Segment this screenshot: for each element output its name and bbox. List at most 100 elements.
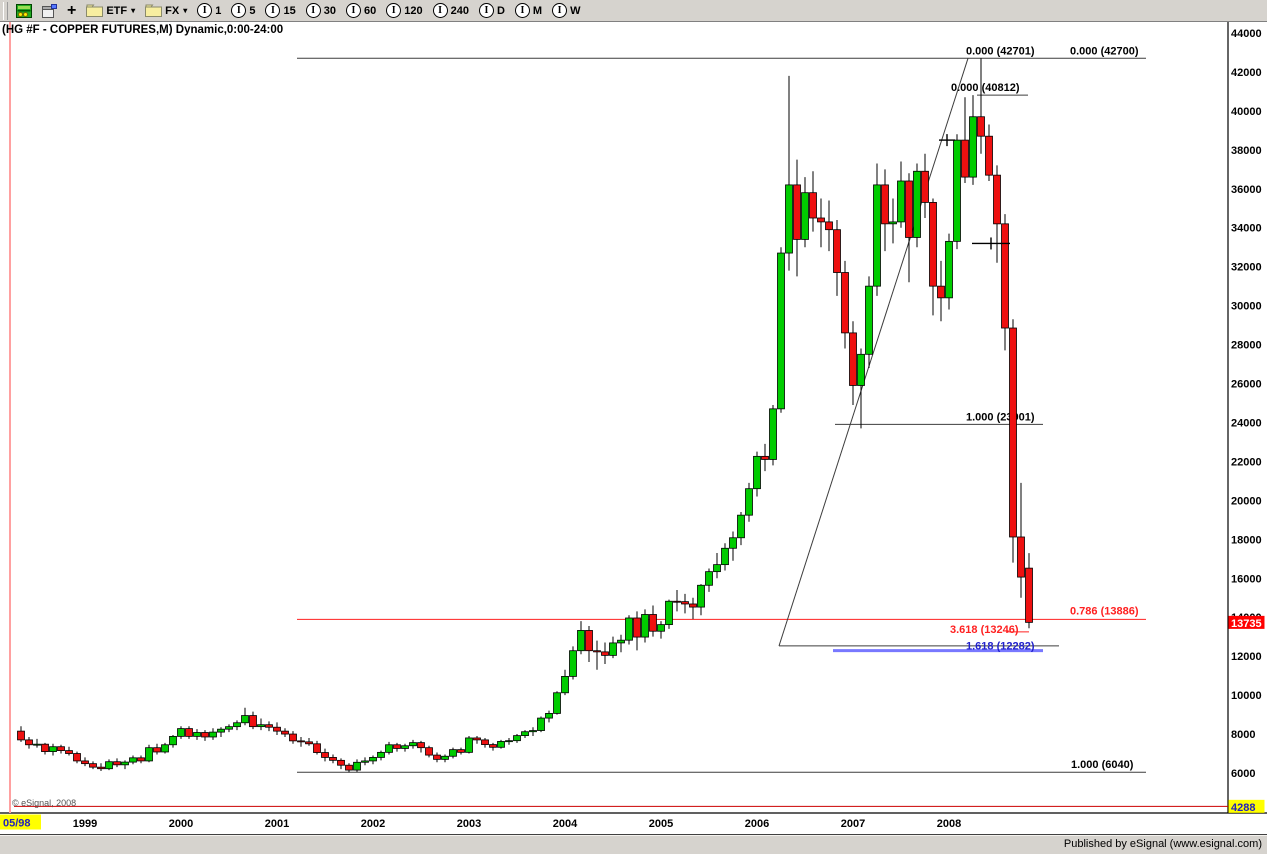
toolbar-button-label: 1	[215, 4, 222, 17]
fib-level-label: 1.000 (6040)	[1071, 759, 1134, 771]
candle-2007-03	[865, 276, 873, 368]
candle-2008-11	[1025, 553, 1033, 629]
x-axis-year-label: 2001	[265, 818, 289, 830]
candle-2003-03	[481, 737, 489, 748]
candle-2002-01	[369, 755, 377, 765]
y-axis-tick-label: 26000	[1231, 379, 1262, 391]
x-axis-year-label: 2003	[457, 818, 481, 830]
candle-2008-10	[1017, 482, 1025, 598]
candle-2003-02	[473, 736, 481, 744]
candle-2007-12	[937, 260, 945, 322]
candle-2003-04	[489, 742, 497, 751]
candle-2002-02	[377, 750, 385, 761]
candle-2002-12	[457, 747, 465, 755]
price-plot[interactable]: 44000 42000 40000 38000 36000 34000 32000 30000…	[0, 22, 1267, 834]
interval-button-120[interactable]: I 120	[381, 1, 427, 21]
properties-button[interactable]	[37, 1, 62, 21]
candle-2002-10	[441, 754, 449, 763]
interval-button-240[interactable]: I 240	[428, 1, 474, 21]
candle-2003-08	[521, 730, 529, 738]
interval-button-30[interactable]: I 30	[301, 1, 341, 21]
interval-button-60[interactable]: I 60	[341, 1, 381, 21]
quote-board-button[interactable]	[11, 1, 37, 21]
status-bar: Published by eSignal (www.esignal.com)	[0, 834, 1267, 854]
candle-2004-11	[641, 609, 649, 643]
main-toolbar: + ETF ▾ FX ▾ I 1 I 5 I 15 I 30 I 60 I 120 I 240 I D I M I W	[0, 0, 1267, 22]
candle-2005-12	[745, 482, 753, 522]
candle-2002-11	[449, 747, 457, 759]
candle-1998-06	[25, 736, 33, 749]
time-marker-label: 05/98	[3, 818, 31, 830]
candle-2005-04	[681, 593, 689, 614]
candle-2000-08	[233, 720, 241, 731]
plot-background[interactable]	[0, 22, 1267, 834]
candle-2004-09	[625, 615, 633, 645]
candle-2005-07	[705, 568, 713, 592]
toolbar-button-label: FX	[165, 4, 180, 17]
chart-window[interactable]: (HG #F - COPPER FUTURES,M) Dynamic,0:00-…	[0, 22, 1267, 834]
candle-2003-10	[537, 716, 545, 733]
candle-2006-11	[833, 219, 841, 296]
candle-2003-01	[465, 736, 473, 754]
candle-2006-05	[785, 75, 793, 271]
candle-2007-06	[889, 198, 897, 244]
candle-2008-06	[985, 124, 993, 181]
candle-2004-05	[593, 640, 601, 670]
y-axis-tick-label: 44000	[1231, 28, 1262, 40]
chevron-down-icon: ▾	[183, 6, 188, 15]
fx-menu-button[interactable]: FX ▾	[140, 1, 192, 21]
candle-2007-08	[905, 173, 913, 283]
plus-button[interactable]: +	[62, 1, 81, 21]
x-axis-year-label: 2002	[361, 818, 385, 830]
candle-2001-11	[353, 759, 361, 772]
candle-1998-12	[73, 751, 81, 764]
trendline[interactable]	[778, 58, 969, 647]
candle-1999-10	[153, 743, 161, 755]
candle-1998-08	[41, 742, 49, 755]
folder-icon	[86, 4, 104, 17]
etf-menu-button[interactable]: ETF ▾	[81, 1, 140, 21]
candle-1999-08	[137, 755, 145, 764]
candle-2001-04	[297, 736, 305, 747]
candle-2002-05	[401, 743, 409, 752]
fib-level-label: 0.000 (42700)	[1070, 45, 1139, 57]
toolbar-button-label: ETF	[106, 4, 128, 17]
interval-button-15[interactable]: I 15	[260, 1, 300, 21]
y-axis-tick-label: 22000	[1231, 456, 1262, 468]
candle-2005-05	[689, 597, 697, 620]
candle-2000-01	[177, 726, 185, 739]
y-axis-tick-label: 16000	[1231, 573, 1262, 585]
x-axis-year-label: 2008	[937, 818, 961, 830]
candle-1999-05	[113, 758, 121, 768]
candle-1999-06	[121, 760, 129, 770]
candle-2008-03	[961, 97, 969, 183]
candle-2002-06	[409, 739, 417, 749]
candle-2002-07	[417, 740, 425, 753]
candle-2004-07	[609, 636, 617, 659]
candle-1998-10	[57, 744, 65, 754]
candle-2000-03	[193, 729, 201, 740]
y-axis-tick-label: 40000	[1231, 106, 1262, 118]
candle-2003-06	[505, 737, 513, 745]
candle-2004-10	[633, 611, 641, 651]
candle-2001-09	[337, 758, 345, 770]
x-axis-year-label: 2006	[745, 818, 769, 830]
y-axis-tick-label: 24000	[1231, 417, 1262, 429]
candle-2005-09	[721, 543, 729, 571]
toolbar-grip[interactable]	[3, 1, 8, 20]
candle-2007-11	[929, 198, 937, 316]
interval-icon: I	[197, 3, 213, 18]
candle-2000-05	[209, 728, 217, 740]
x-axis-year-label: 2007	[841, 818, 865, 830]
y-axis-tick-label: 20000	[1231, 495, 1262, 507]
chevron-down-icon: ▾	[131, 6, 136, 15]
x-axis-year-label: 2000	[169, 818, 193, 830]
x-axis-year-label: 1999	[73, 818, 97, 830]
candle-2005-11	[737, 512, 745, 546]
candle-2008-09	[1009, 319, 1017, 563]
